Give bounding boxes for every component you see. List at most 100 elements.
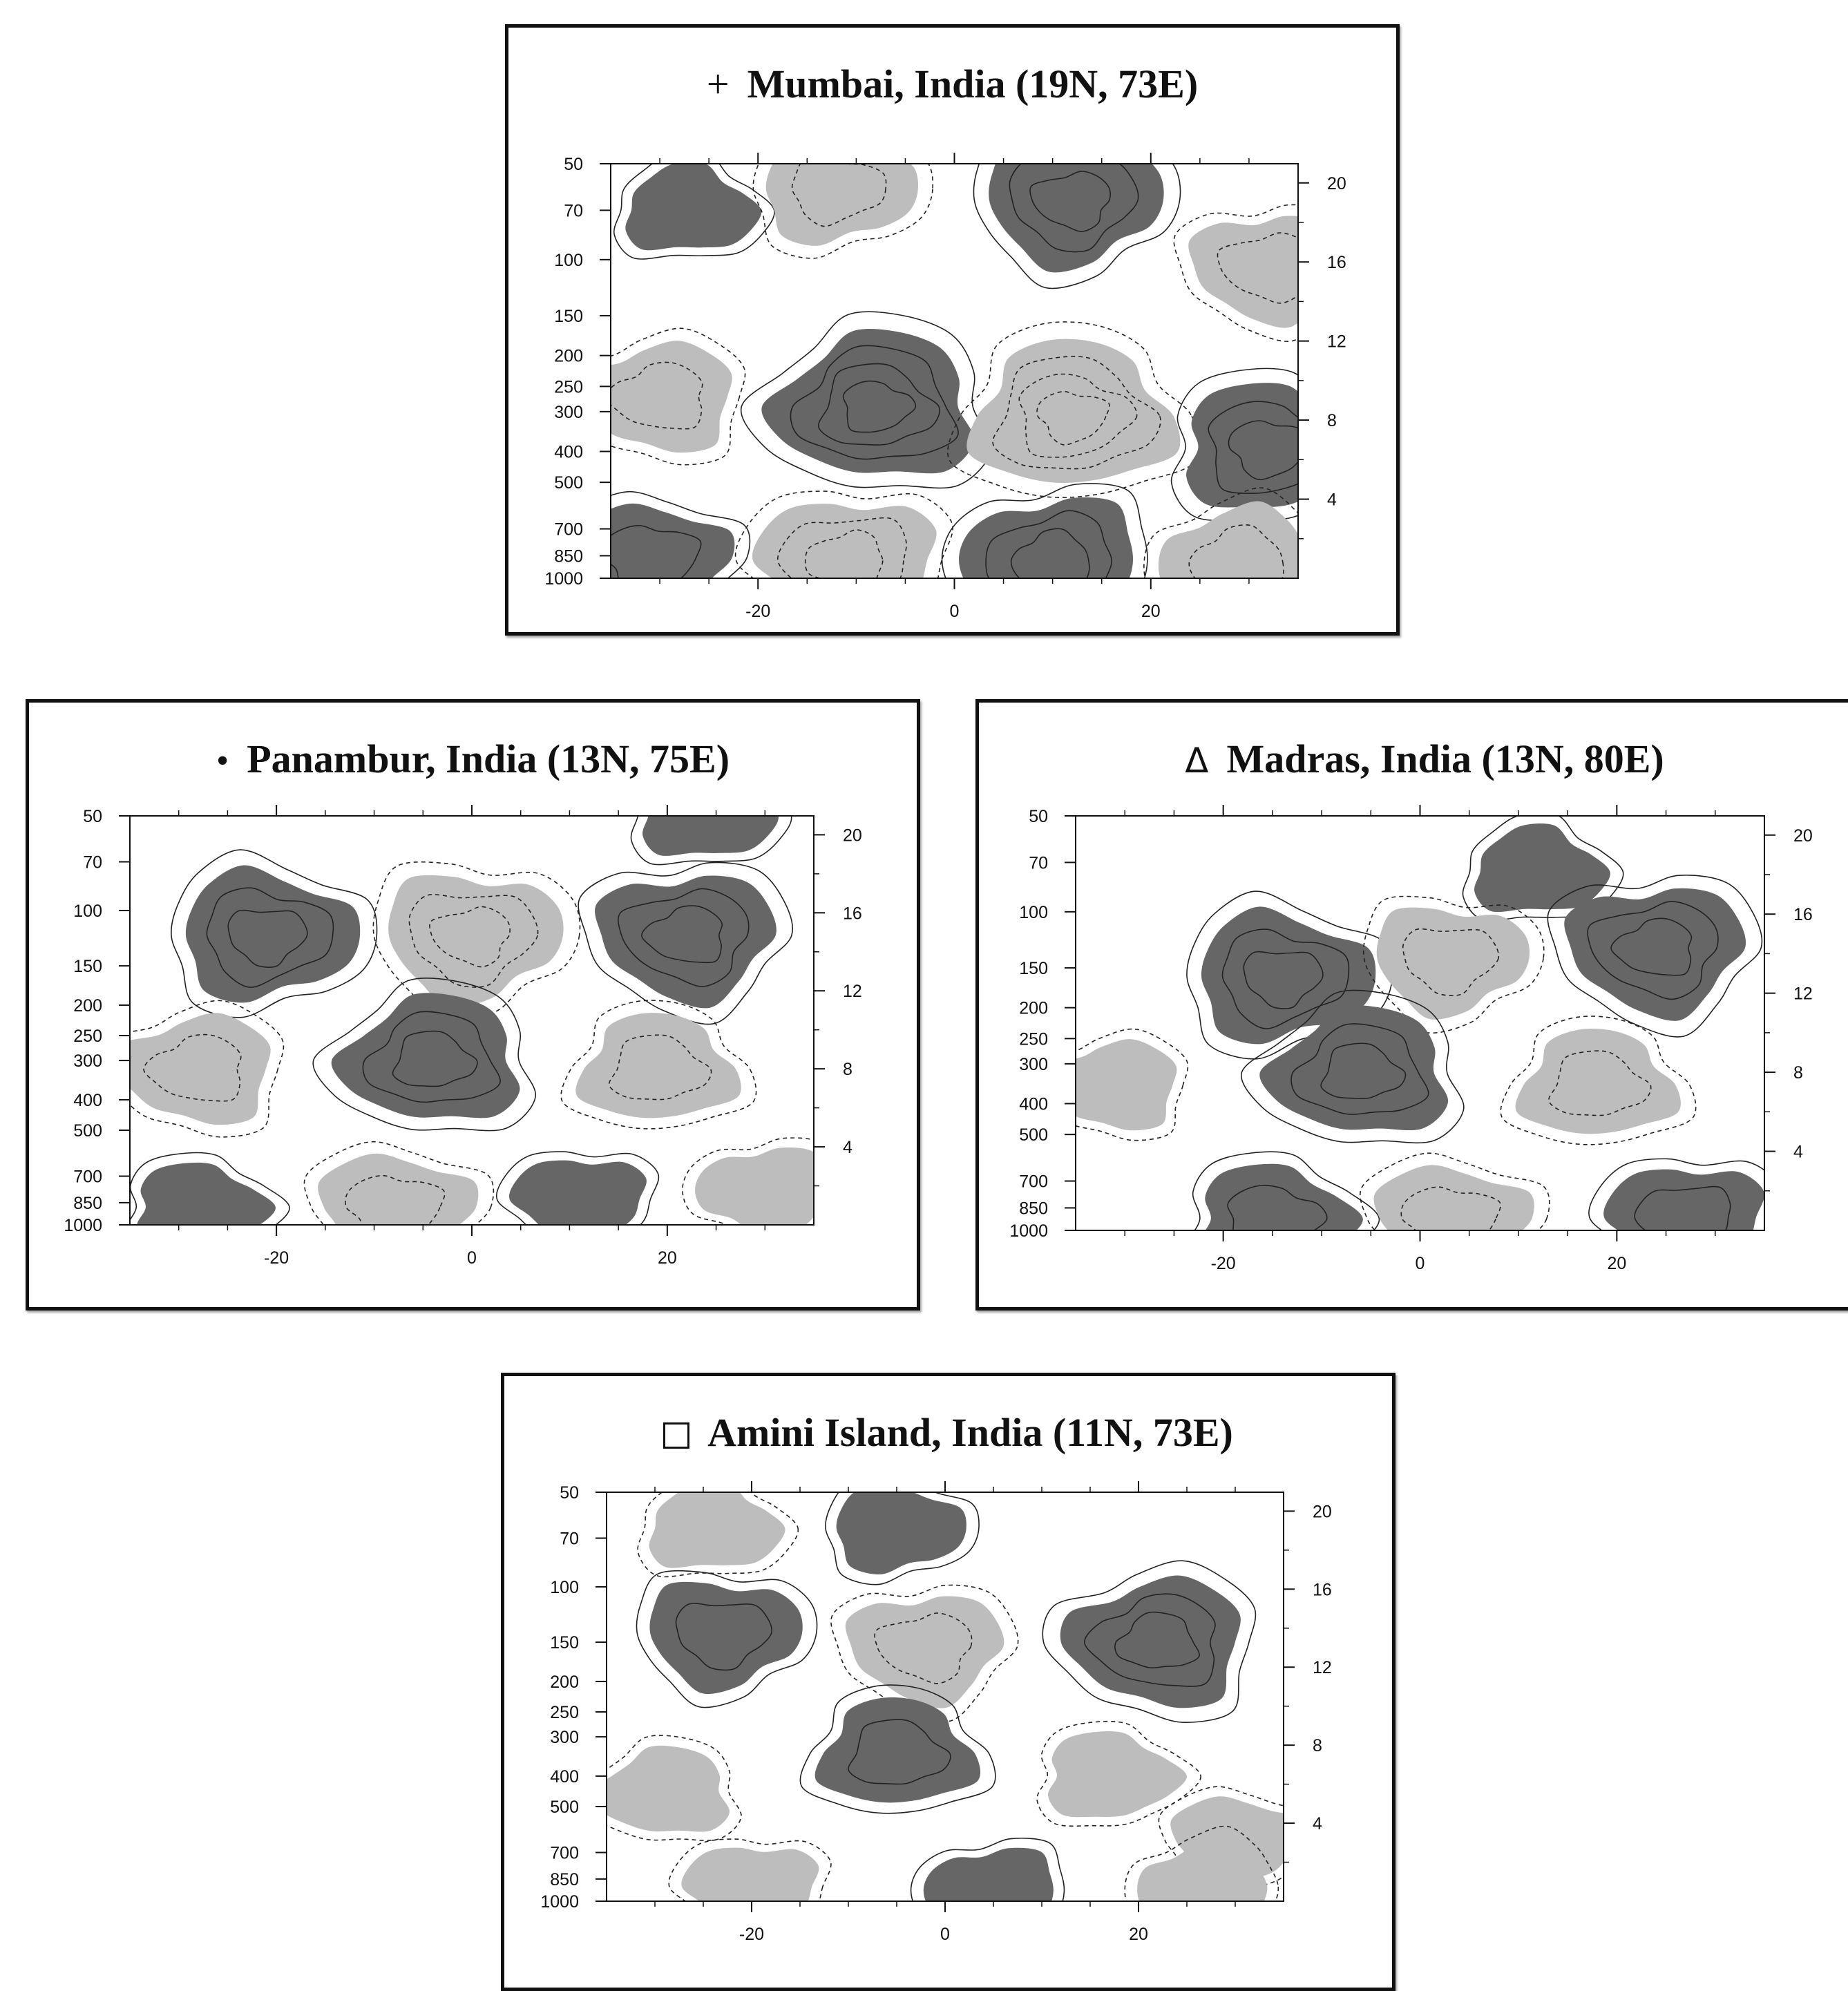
x-tick-label: -20	[739, 1925, 764, 1944]
positive-anomaly-region	[613, 164, 775, 260]
y-tick-label: 1000	[1009, 1221, 1048, 1241]
shaded-region	[923, 1847, 1054, 1901]
y-tick-label: 150	[550, 1633, 579, 1652]
x-tick-label: -20	[1211, 1254, 1236, 1273]
outer-contour-line	[1076, 1028, 1189, 1141]
shaded-region	[649, 1492, 785, 1568]
inner-contour-line	[804, 529, 884, 578]
shaded-region	[836, 1492, 966, 1574]
negative-anomaly-region	[372, 861, 581, 1025]
right-y-tick-label: 12	[843, 982, 862, 1001]
right-y-tick-label: 20	[843, 826, 862, 845]
shaded-region	[1047, 1731, 1187, 1818]
inner-contour-line	[1610, 917, 1693, 976]
outer-contour-line	[1170, 368, 1298, 522]
inner-contour-line	[1217, 232, 1298, 304]
inner-contour-line	[1114, 1611, 1200, 1668]
inner-contour-line	[1188, 524, 1284, 578]
shaded-region	[1076, 1039, 1177, 1131]
shaded-region	[642, 816, 779, 856]
x-tick-label: 0	[950, 602, 960, 621]
outer-contour-line	[799, 1684, 996, 1814]
y-tick-label: 50	[560, 1483, 579, 1503]
right-y-tick-label: 20	[1327, 174, 1346, 193]
positive-anomaly-region	[1192, 1151, 1380, 1230]
inner-contour-line	[1400, 1186, 1501, 1230]
inner-contour-line	[1227, 1185, 1328, 1230]
shaded-region	[1564, 888, 1746, 1021]
right-y-tick-label: 8	[1793, 1063, 1803, 1083]
outer-contour-line	[973, 164, 1181, 289]
contour-field	[130, 816, 814, 1225]
inner-contour-line	[392, 1030, 478, 1087]
shaded-region	[958, 497, 1134, 578]
y-tick-label: 700	[73, 1168, 102, 1187]
right-y-tick-label: 20	[1793, 826, 1813, 846]
inner-contour-line	[408, 894, 539, 988]
outer-contour-line	[636, 1570, 818, 1708]
outer-contour-line	[1042, 1560, 1257, 1723]
y-tick-label: 300	[73, 1051, 102, 1071]
y-tick-label: 500	[73, 1121, 102, 1141]
outer-contour-line	[1036, 1720, 1201, 1827]
shaded-region	[681, 1847, 819, 1901]
inner-contour-line	[345, 1174, 446, 1225]
panel-title-text: Amini Island, India (11N, 73E)	[707, 1410, 1233, 1455]
positive-anomaly-region	[799, 1684, 996, 1814]
negative-anomaly-region	[130, 1000, 285, 1138]
inner-contour-line	[611, 361, 703, 430]
right-y-tick-label: 16	[843, 904, 862, 923]
shaded-region	[137, 1162, 276, 1225]
y-tick-label: 100	[73, 902, 102, 921]
y-tick-label: 250	[1019, 1029, 1048, 1049]
y-tick-label: 400	[73, 1091, 102, 1110]
outer-contour-line	[941, 483, 1148, 578]
shaded-region	[1158, 501, 1298, 578]
contour-chart-mumbai: -20 0 20 50 70 100 150 200 250 300 400 500 700 850 100…	[544, 153, 1346, 621]
inner-contour-line	[992, 356, 1161, 470]
y-tick-label: 250	[554, 377, 583, 397]
inner-contour-line	[143, 1033, 242, 1102]
y-tick-label: 70	[1029, 853, 1048, 873]
right-y-tick-label: 4	[843, 1138, 852, 1157]
panel-amini-island: Amini Island, India (11N, 73E) -20 0 20 50 7…	[501, 1373, 1395, 1991]
outer-contour-line	[825, 1492, 980, 1585]
positive-anomaly-region	[636, 1570, 818, 1708]
panel-title: Amini Island, India (11N, 73E)	[504, 1409, 1392, 1456]
panel-title: • Panambur, India (13N, 75E)	[29, 736, 917, 782]
shaded-region	[1186, 383, 1298, 508]
x-tick-label: 0	[467, 1248, 477, 1268]
shaded-region	[130, 1013, 271, 1125]
contour-field	[611, 164, 1298, 578]
positive-anomaly-region	[941, 483, 1148, 578]
inner-contour-line	[790, 345, 959, 460]
outer-contour-line	[1241, 989, 1465, 1144]
shaded-region	[1205, 1163, 1363, 1230]
right-y-tick-label: 8	[1313, 1736, 1322, 1755]
shaded-region	[761, 329, 974, 474]
positive-anomaly-region	[611, 490, 751, 578]
inner-contour-line	[206, 887, 334, 988]
y-tick-label: 400	[550, 1767, 579, 1787]
y-tick-label: 250	[550, 1703, 579, 1722]
inner-contour-line	[618, 888, 750, 987]
x-tick-label: 20	[1141, 602, 1161, 621]
positive-anomaly-region	[740, 311, 993, 489]
outer-contour-line	[578, 861, 794, 1025]
y-tick-label: 150	[554, 307, 583, 326]
inner-contour-line	[874, 1612, 973, 1684]
outer-contour-line	[1143, 487, 1298, 578]
x-tick-label: 0	[940, 1925, 950, 1944]
y-tick-label: 300	[550, 1728, 579, 1747]
right-y-tick-label: 20	[1313, 1502, 1332, 1521]
panel-title-text: Mumbai, India (19N, 73E)	[747, 61, 1199, 106]
x-tick-label: 20	[658, 1248, 677, 1268]
x-tick-label: 20	[1129, 1925, 1148, 1944]
shaded-region	[318, 1153, 479, 1225]
inner-contour-line	[227, 909, 308, 968]
shaded-region	[509, 1160, 647, 1225]
y-tick-label: 400	[1019, 1094, 1048, 1114]
contour-chart-madras: -20 0 20 50 70 100 150 200 250 300 400 500 700 850 100…	[1009, 805, 1813, 1273]
outer-contour-line	[910, 1838, 1065, 1901]
outer-contour-line	[611, 490, 751, 578]
